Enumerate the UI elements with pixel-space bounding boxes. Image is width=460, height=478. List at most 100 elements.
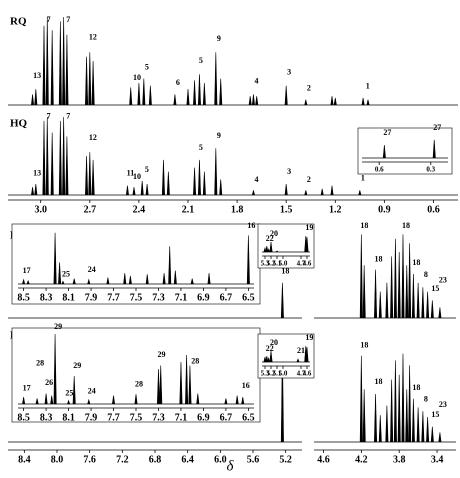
peak xyxy=(284,184,288,196)
peak xyxy=(188,365,192,405)
peak xyxy=(45,116,49,196)
peak-label: 29 xyxy=(54,322,62,331)
peak xyxy=(385,405,389,443)
peak xyxy=(91,159,95,196)
peak-label: 13 xyxy=(33,71,41,80)
x-tick-label: 5.0 xyxy=(279,370,288,378)
peak xyxy=(397,251,401,319)
peak xyxy=(269,350,273,363)
peak xyxy=(161,159,165,196)
peak-label: 5 xyxy=(199,56,203,65)
peak-label: 2 xyxy=(307,175,311,184)
x-tick-label: 8.0 xyxy=(51,454,64,465)
peak-label: 23 xyxy=(439,400,447,409)
peak-label: 10 xyxy=(133,172,141,181)
peak xyxy=(185,354,189,405)
peak xyxy=(106,277,110,285)
peak xyxy=(87,278,91,285)
peak-label: 18 xyxy=(412,383,420,392)
peak xyxy=(173,94,177,106)
peak xyxy=(411,398,415,443)
x-tick-label: 2.4 xyxy=(133,204,146,215)
x-tick-label: 5.2 xyxy=(267,260,276,268)
peak-label: 15 xyxy=(431,284,439,293)
peak-label: 20 xyxy=(270,338,278,347)
peak xyxy=(280,282,284,319)
peak xyxy=(72,278,76,285)
peak xyxy=(305,346,309,363)
peak-label: 7 xyxy=(66,112,70,121)
peak xyxy=(438,432,442,443)
x-tick-label: 6.7 xyxy=(220,412,233,423)
peak xyxy=(304,99,308,106)
peak xyxy=(411,273,415,319)
x-tick-label: 4.6 xyxy=(303,260,312,268)
peak xyxy=(34,89,38,106)
x-tick-label: 7.1 xyxy=(175,412,188,423)
peak-label: 11 xyxy=(127,169,135,178)
peak xyxy=(296,358,300,363)
peak xyxy=(393,238,397,319)
peak xyxy=(358,190,362,196)
peak xyxy=(320,188,324,196)
peak-label: 7 xyxy=(47,15,51,24)
peak xyxy=(366,99,370,106)
peak xyxy=(140,180,144,196)
peak-label: 18 xyxy=(412,258,420,267)
peak xyxy=(382,144,386,159)
peak-label: 8 xyxy=(424,270,428,279)
peak xyxy=(62,16,66,106)
peak xyxy=(65,136,69,196)
peak xyxy=(193,80,197,106)
peak-label: 29 xyxy=(157,350,165,359)
peak xyxy=(330,96,334,106)
peak xyxy=(405,265,409,319)
peak xyxy=(42,120,46,196)
peak-label: 26 xyxy=(45,378,53,387)
peak xyxy=(214,52,218,106)
peak xyxy=(197,159,201,196)
peak xyxy=(173,270,177,285)
peak-label: 21 xyxy=(297,346,305,355)
peak-label: 3 xyxy=(287,167,291,176)
x-tick-label: 7.3 xyxy=(152,292,165,303)
peak xyxy=(251,94,255,106)
peak xyxy=(137,82,141,106)
peak-label: 19 xyxy=(305,333,313,342)
x-tick-label: 7.9 xyxy=(85,412,98,423)
x-tick-label: 7.5 xyxy=(130,412,143,423)
peak xyxy=(397,374,401,443)
x-tick-label: 5.3 xyxy=(261,260,270,268)
x-tick-label: 5.2 xyxy=(267,370,276,378)
peak xyxy=(359,355,363,443)
peak xyxy=(42,25,46,106)
x-tick-label: 6.4 xyxy=(181,454,194,465)
peak xyxy=(416,407,420,443)
peak xyxy=(128,275,132,285)
x-tick-label: 3.4 xyxy=(431,454,444,465)
inset-frame xyxy=(257,223,315,269)
peak xyxy=(255,96,259,106)
peak-label: 24 xyxy=(88,386,96,395)
peak xyxy=(193,167,197,196)
x-axis-label: δ xyxy=(227,458,235,474)
x-tick-label: 5.1 xyxy=(273,260,282,268)
peak xyxy=(132,187,136,196)
x-tick-label: 5.3 xyxy=(261,370,270,378)
peak xyxy=(378,291,382,319)
x-tick-label: 6.5 xyxy=(242,292,255,303)
peak xyxy=(87,398,91,405)
peak xyxy=(65,34,69,106)
peak xyxy=(202,171,206,196)
peak-label: 22 xyxy=(266,344,274,353)
peak xyxy=(246,235,250,285)
peak xyxy=(207,273,211,285)
x-tick-label: 4.6 xyxy=(317,454,330,465)
peak xyxy=(359,234,363,319)
x-tick-label: 4.6 xyxy=(303,370,312,378)
peak xyxy=(219,78,223,106)
peak-label: 3 xyxy=(287,68,291,77)
x-tick-label: 8.5 xyxy=(17,292,30,303)
peak xyxy=(22,278,26,285)
